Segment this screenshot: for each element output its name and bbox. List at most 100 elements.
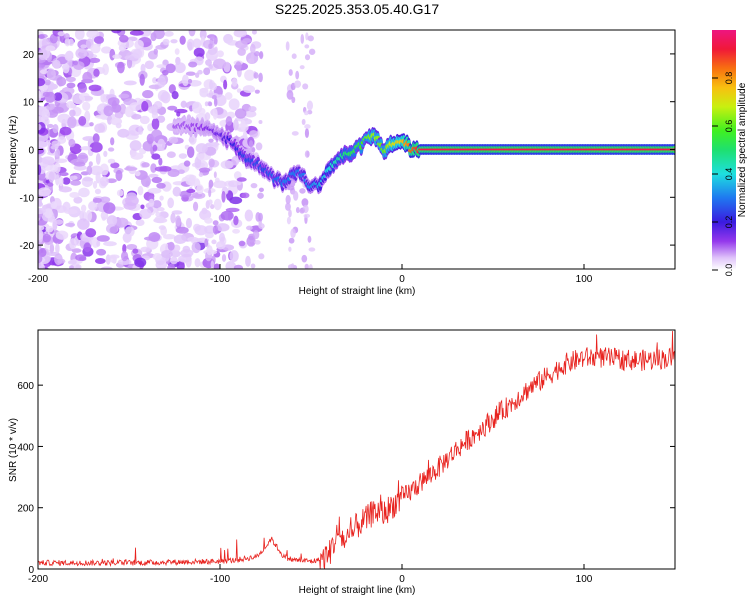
spectrogram-noise: [148, 198, 155, 207]
spectrogram-noise: [68, 138, 76, 148]
spectrogram-noise: [99, 196, 111, 203]
spectrogram-noise: [69, 238, 77, 250]
spectrogram-noise: [73, 196, 83, 204]
spectrogram-noise: [192, 201, 199, 212]
spectrogram-noise: [258, 72, 263, 83]
spectrogram-noise: [303, 213, 311, 218]
spectrogram-noise: [208, 138, 214, 143]
spectrogram-noise: [186, 146, 195, 158]
spectrogram-noise: [151, 111, 159, 120]
spectrogram-noise: [78, 116, 87, 126]
spectrogram-noise: [285, 202, 291, 211]
spectrogram-noise: [38, 187, 51, 197]
spectrogram-noise: [236, 177, 247, 182]
spectrogram-noise: [54, 253, 63, 265]
spectrogram-noise: [52, 59, 61, 69]
spectrogram-noise: [253, 51, 260, 57]
spectrogram-xtick-label: 100: [576, 274, 593, 285]
spectrogram-noise: [73, 161, 86, 167]
spectrogram-noise: [304, 110, 309, 116]
spectrogram-noise: [73, 60, 79, 66]
spectrogram-noise: [64, 33, 70, 40]
spectrogram-noise: [299, 208, 305, 214]
spectrogram-noise: [107, 158, 116, 164]
spectrogram-noise: [291, 53, 297, 59]
spectrogram-noise: [54, 158, 68, 164]
spectrogram-noise: [141, 100, 149, 112]
spectrogram-noise: [50, 145, 59, 150]
spectrogram-noise: [213, 142, 218, 148]
spectrogram-noise: [169, 256, 178, 265]
spectrogram-noise: [69, 175, 78, 180]
spectrogram-noise: [308, 247, 316, 252]
snr-xlabel: Height of straight line (km): [299, 585, 416, 596]
spectrogram-noise: [301, 198, 309, 207]
spectrogram-noise: [228, 98, 240, 111]
spectrogram-noise: [162, 38, 170, 46]
spectrogram-noise: [212, 108, 218, 120]
spectrogram-noise: [244, 209, 254, 222]
spectrogram-noise: [251, 30, 257, 35]
spectrogram-noise: [160, 91, 171, 104]
spectrogram-noise: [100, 46, 112, 54]
spectrogram-noise: [307, 235, 312, 243]
spectrogram-noise: [177, 169, 185, 175]
spectrogram-noise: [219, 232, 225, 243]
spectrogram-noise: [49, 242, 54, 255]
spectrogram-noise: [64, 38, 71, 47]
spectrogram-noise: [204, 225, 216, 234]
spectrogram-noise: [51, 140, 61, 148]
spectrogram-noise: [287, 264, 295, 269]
spectrogram-noise: [150, 129, 163, 142]
spectrogram-noise: [245, 255, 251, 267]
spectrogram-noise: [110, 162, 120, 169]
spectrogram-noise: [141, 162, 150, 168]
spectrogram-noise: [176, 111, 181, 117]
spectrogram-noise: [69, 265, 75, 269]
spectrogram-noise: [44, 208, 53, 219]
spectrogram-noise: [300, 33, 305, 44]
spectrogram-noise: [291, 131, 299, 136]
spectrogram-noise: [140, 63, 146, 74]
spectrogram-noise: [175, 215, 182, 227]
spectrogram-noise: [156, 182, 166, 189]
spectrogram-noise: [53, 92, 63, 101]
spectrogram-ylabel: Frequency (Hz): [8, 116, 19, 185]
spectrogram-noise: [178, 153, 188, 159]
spectrogram-noise: [285, 41, 290, 51]
spectrogram-noise: [167, 168, 180, 178]
spectrogram-noise: [115, 169, 123, 182]
spectrogram-noise: [112, 54, 122, 59]
spectrogram-noise: [233, 30, 247, 38]
spectrogram-noise: [185, 217, 193, 229]
spectrogram-noise: [94, 123, 106, 134]
spectrogram-noise: [62, 201, 71, 212]
spectrogram-noise: [46, 123, 54, 128]
spectrogram-noise: [242, 130, 248, 140]
spectrogram-noise: [213, 263, 221, 269]
spectrogram-noise: [126, 243, 138, 250]
spectrogram-noise: [173, 234, 187, 244]
spectrogram-noise: [152, 200, 162, 209]
spectrogram-noise: [47, 182, 54, 187]
snr-series-line: [38, 330, 675, 569]
spectrogram-noise: [139, 208, 152, 219]
spectrogram-noise: [191, 241, 201, 254]
spectrogram-noise: [59, 126, 72, 136]
spectrogram-noise: [95, 171, 101, 184]
spectrogram-noise: [44, 79, 51, 86]
spectrogram-noise: [75, 254, 87, 261]
spectrogram-ytick-label: 20: [23, 50, 35, 61]
spectrogram-noise: [209, 89, 214, 98]
spectrogram-noise: [170, 212, 176, 224]
spectrogram-noise: [196, 184, 204, 195]
spectrogram-noise: [210, 260, 215, 269]
spectrogram-noise: [80, 44, 87, 49]
spectrogram-noise: [38, 207, 46, 215]
spectrogram-noise: [55, 243, 60, 255]
snr-ytick-label: 200: [17, 504, 34, 515]
spectrogram-noise: [183, 160, 191, 167]
spectrogram-noise: [38, 228, 44, 241]
spectrogram-noise: [103, 202, 116, 214]
spectrogram-noise: [208, 43, 213, 50]
